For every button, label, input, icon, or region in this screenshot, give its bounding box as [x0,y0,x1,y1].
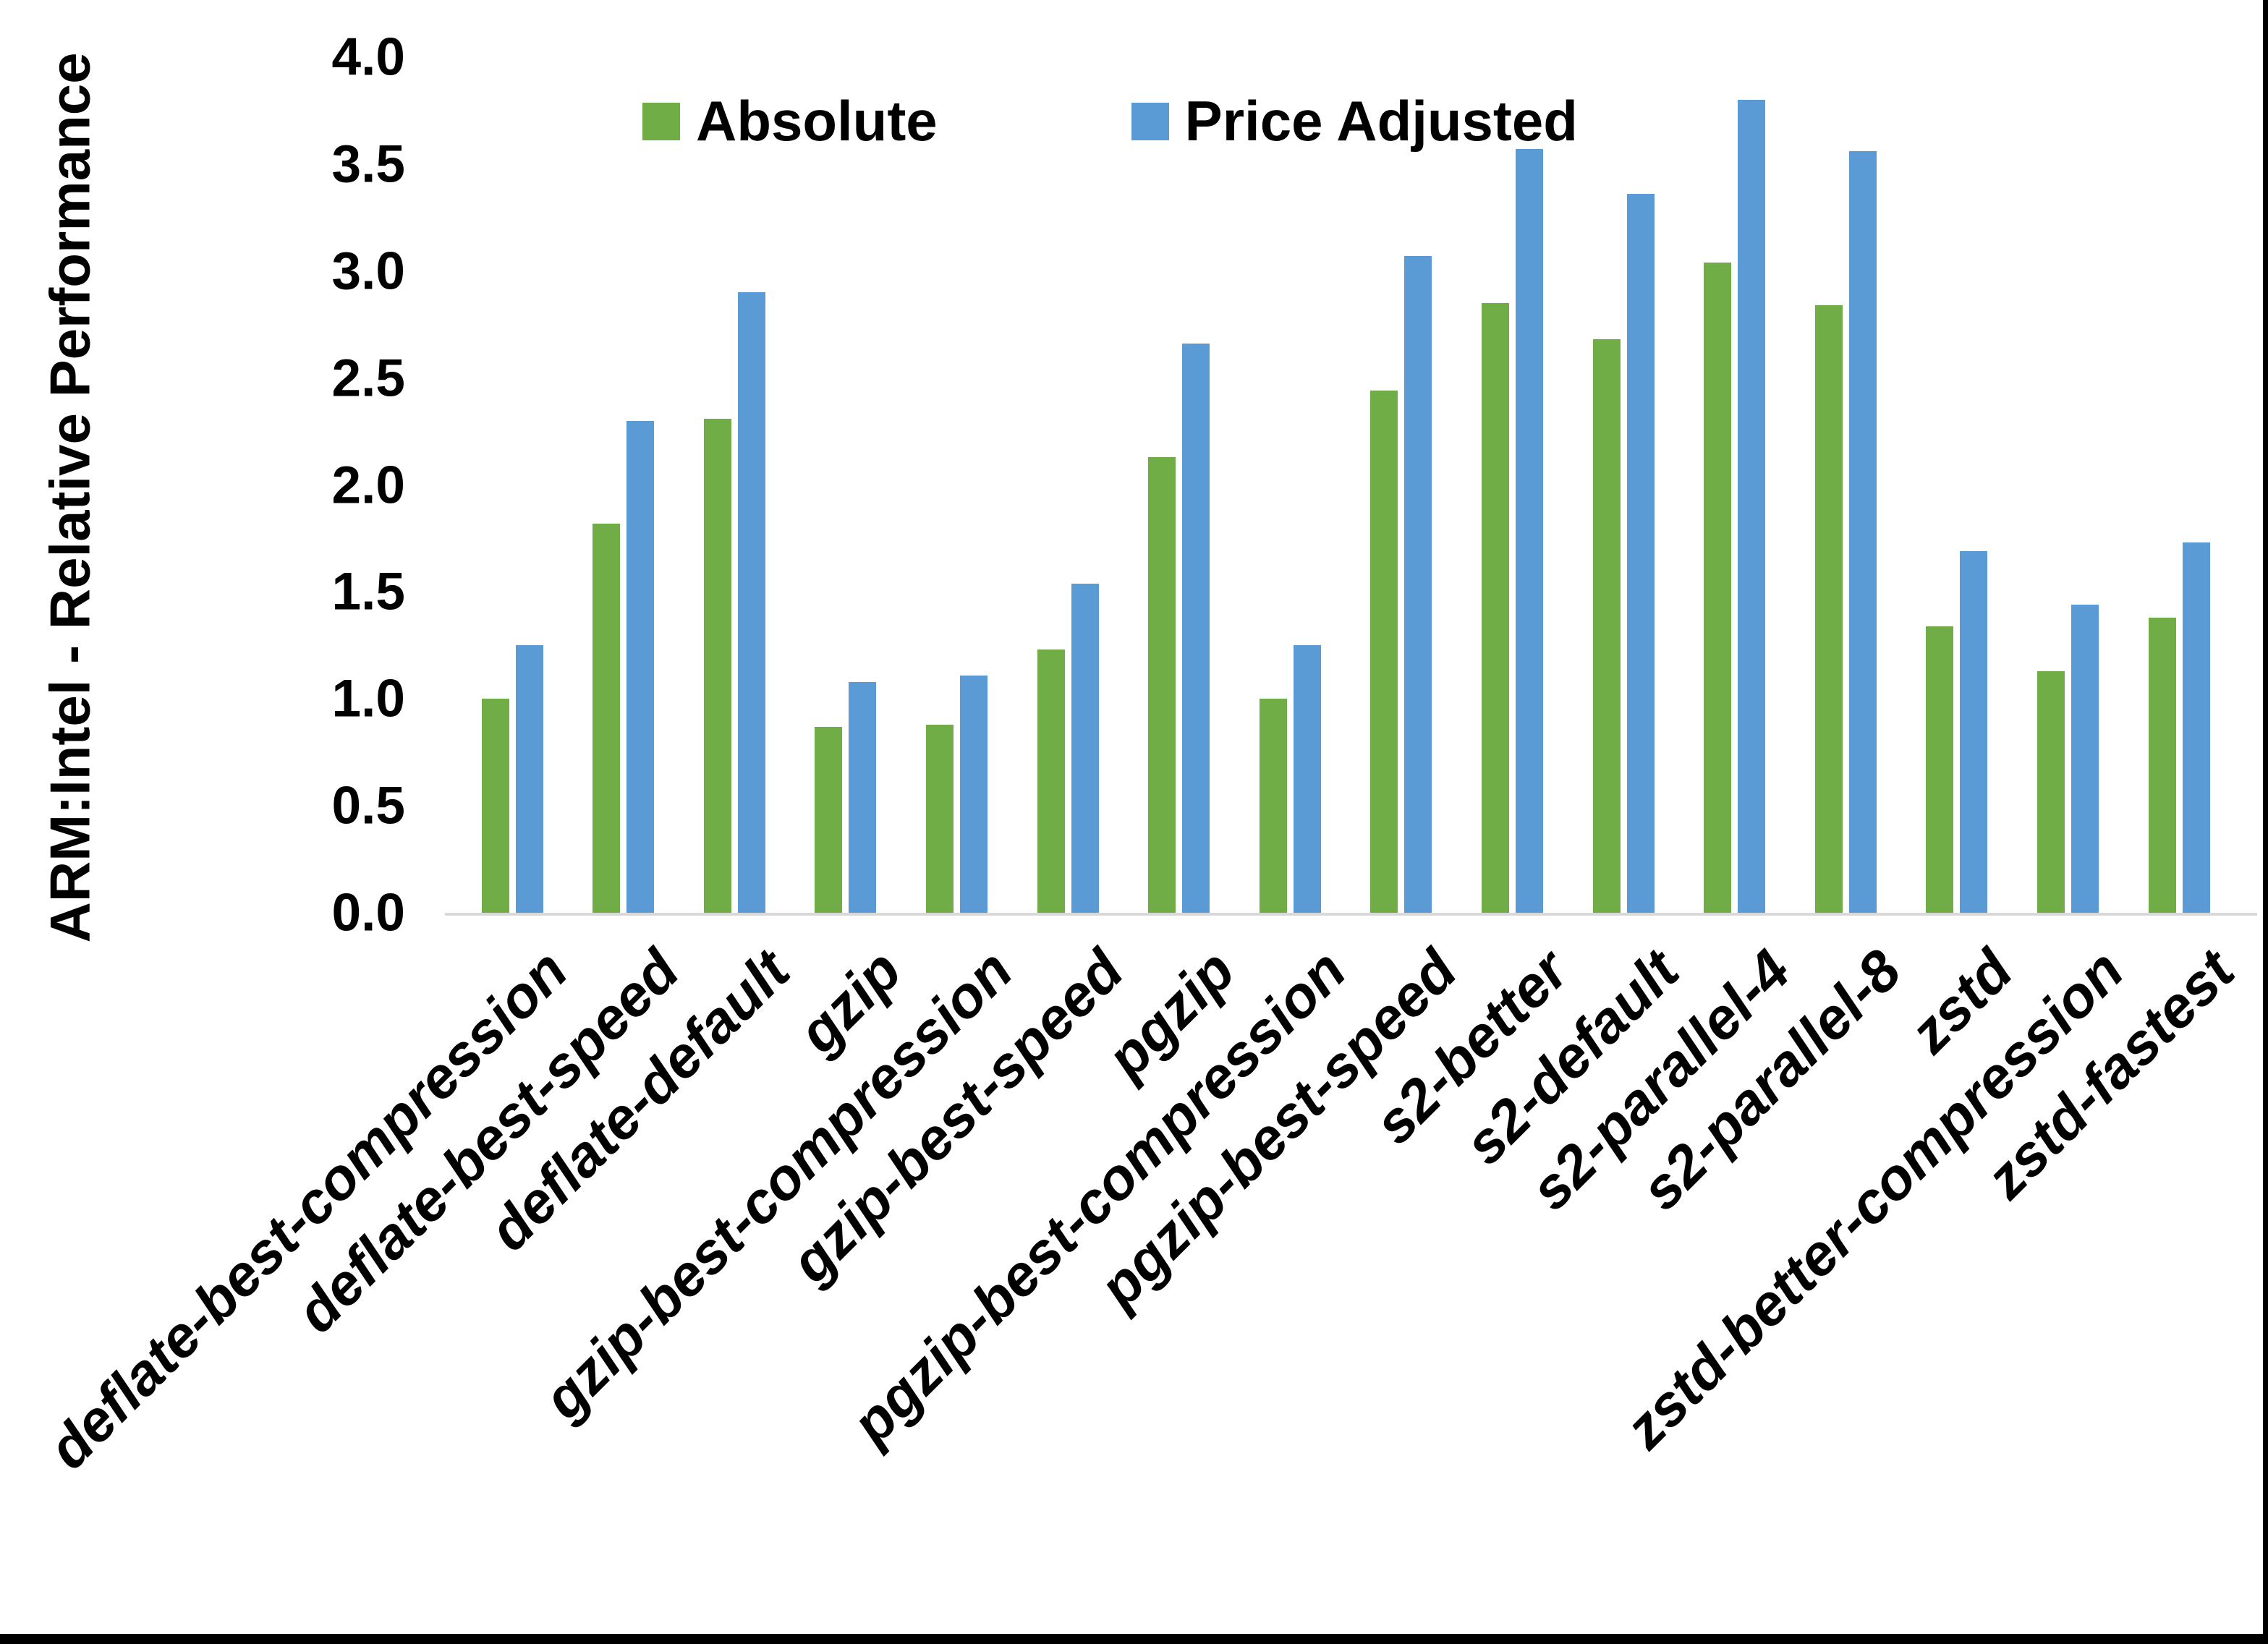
bar-price-adjusted [2182,542,2210,913]
y-tick-label: 4.0 [331,27,405,87]
bar-absolute [2036,671,2065,913]
bar-group [815,682,877,913]
bar-absolute [1592,339,1621,913]
bar-absolute [593,524,621,913]
bar-price-adjusted [1515,149,1543,913]
bar-price-adjusted [849,682,877,913]
bar-group [1704,100,1766,913]
legend-swatch-price-adjusted-icon [1131,102,1169,140]
bar-absolute [925,725,954,913]
legend-item-price-adjusted: Price Adjusted [1131,88,1578,154]
x-axis-line [445,913,2257,916]
y-tick-label: 0.0 [331,883,405,942]
bar-price-adjusted [1404,256,1432,913]
bar-price-adjusted [959,676,988,913]
bar-absolute [1814,305,1843,913]
legend-item-absolute: Absolute [642,88,938,154]
bar-group [1037,584,1099,913]
bar-group [1481,149,1543,913]
bar-group [703,292,765,913]
bar-absolute [1037,649,1065,913]
y-tick-label: 0.5 [331,776,405,835]
bar-absolute [1259,699,1287,913]
bar-group [593,421,655,913]
bar-group [1814,151,1877,913]
bar-group [1259,645,1321,913]
y-tick-label: 2.5 [331,349,405,408]
bar-group [1148,344,1210,913]
frame-edge-right [2263,0,2268,1644]
y-tick-label: 3.0 [331,242,405,301]
bar-price-adjusted [1960,551,1988,913]
bar-absolute [2148,618,2176,913]
y-tick-label: 1.0 [331,669,405,728]
bar-absolute [703,419,731,913]
bar-price-adjusted [627,421,655,913]
bar-price-adjusted [1071,584,1099,913]
bar-group [925,676,988,913]
bar-price-adjusted [2070,605,2099,913]
y-axis-title: ARM:Intel - Relative Performance [38,52,102,943]
legend: Absolute Price Adjusted [642,88,1578,154]
bar-absolute [1148,457,1176,913]
y-tick-label: 2.0 [331,456,405,514]
bar-absolute [1926,626,1954,913]
legend-label-absolute: Absolute [696,89,938,153]
bar-group [1926,551,1988,913]
y-tick-label: 1.5 [331,562,405,621]
bar-absolute [481,699,509,913]
bar-group [1592,194,1655,913]
bar-price-adjusted [1293,645,1321,913]
bar-price-adjusted [515,645,543,913]
bar-absolute [1370,391,1398,913]
bar-absolute [815,727,843,913]
frame-edge-bottom [0,1634,2268,1644]
y-tick-label: 3.5 [331,135,405,194]
bar-group [481,645,543,913]
bar-price-adjusted [1738,100,1766,913]
bar-group [2148,542,2210,913]
bar-price-adjusted [1182,344,1210,913]
legend-swatch-absolute-icon [642,102,680,140]
bar-group [1370,256,1432,913]
bar-absolute [1481,303,1509,913]
bar-absolute [1704,263,1732,913]
bar-price-adjusted [1848,151,1877,913]
bar-price-adjusted [737,292,765,913]
bar-price-adjusted [1626,194,1655,913]
bar-group [2036,605,2099,913]
legend-label-price-adjusted: Price Adjusted [1184,89,1578,153]
